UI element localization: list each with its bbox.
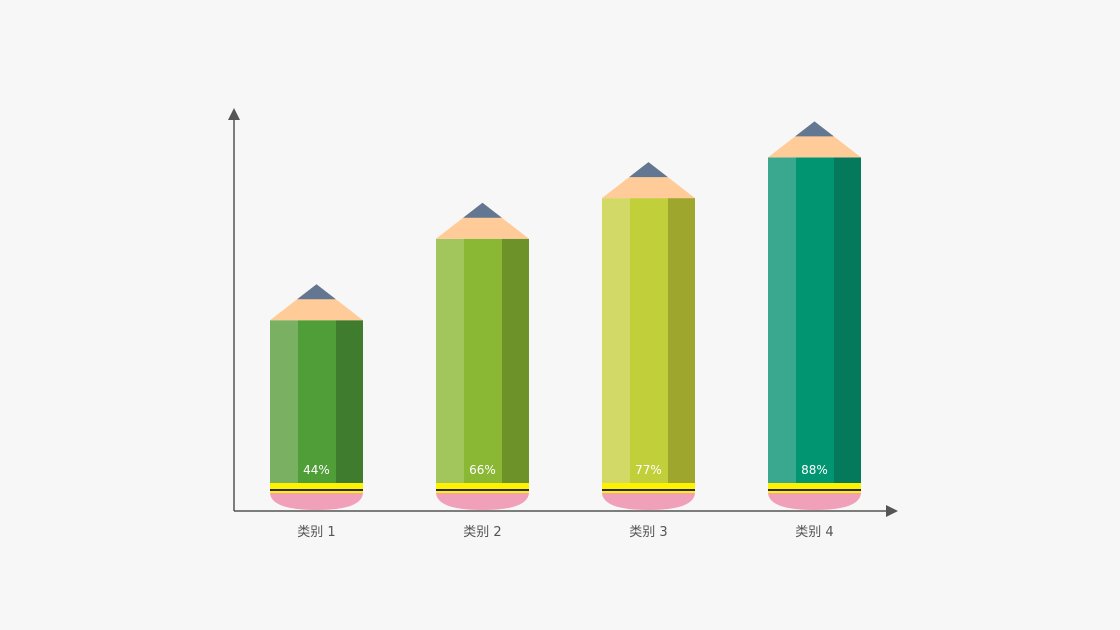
pencil-ferrule-lower bbox=[768, 491, 861, 493]
data-label: 88% bbox=[801, 463, 828, 477]
pencil-bar bbox=[270, 284, 363, 510]
pencil-body-dark bbox=[668, 198, 695, 483]
pencil-tip-wood bbox=[270, 284, 363, 321]
x-tick-label: 类别 4 bbox=[795, 525, 833, 540]
pencil-bar bbox=[768, 121, 861, 510]
data-label: 66% bbox=[469, 463, 496, 477]
pencil-ferrule-band bbox=[270, 489, 363, 491]
x-tick-label: 类别 3 bbox=[629, 525, 667, 540]
pencil-ferrule-band bbox=[768, 489, 861, 491]
pencil-ferrule-band bbox=[436, 489, 529, 491]
pencil-tip-graphite bbox=[629, 162, 668, 178]
pencil-body-mid bbox=[464, 238, 502, 483]
pencil-body-dark bbox=[834, 157, 861, 483]
pencil-ferrule bbox=[270, 483, 363, 489]
pencil-body-light bbox=[602, 198, 630, 483]
pencil-eraser bbox=[270, 492, 363, 510]
pencil-ferrule-lower bbox=[602, 491, 695, 493]
pencil-tip-wood bbox=[436, 202, 529, 239]
y-axis-arrow bbox=[228, 108, 240, 120]
pencil-body-mid bbox=[630, 198, 668, 483]
pencil-tip-graphite bbox=[297, 284, 336, 300]
pencil-body-light bbox=[436, 238, 464, 483]
labels-layer: 44% 类别 1 66% 类别 2 77% 类别 3 88% 类别 4 bbox=[297, 463, 833, 540]
pencil-tip-wood bbox=[768, 121, 861, 158]
axes-layer bbox=[228, 108, 898, 517]
pencil-tip-graphite bbox=[463, 202, 502, 218]
pencil-ferrule bbox=[436, 483, 529, 489]
pencil-eraser bbox=[602, 492, 695, 510]
pencil-ferrule bbox=[602, 483, 695, 489]
pencil-ferrule-lower bbox=[436, 491, 529, 493]
x-tick-label: 类别 2 bbox=[463, 525, 501, 540]
pencil-tip-graphite bbox=[795, 121, 834, 137]
bars-layer bbox=[270, 121, 861, 510]
pencil-ferrule-lower bbox=[270, 491, 363, 493]
data-label: 44% bbox=[303, 463, 330, 477]
pencil-bar bbox=[602, 162, 695, 510]
pencil-eraser bbox=[768, 492, 861, 510]
pencil-body-mid bbox=[298, 320, 336, 483]
pencil-body-light bbox=[768, 157, 796, 483]
pencil-ferrule bbox=[768, 483, 861, 489]
x-axis-arrow bbox=[886, 505, 898, 517]
pencil-bar bbox=[436, 202, 529, 510]
pencil-tip-wood bbox=[602, 162, 695, 199]
pencil-body-dark bbox=[336, 320, 363, 483]
pencil-body-dark bbox=[502, 238, 529, 483]
pencil-body-light bbox=[270, 320, 298, 483]
pencil-body-mid bbox=[796, 157, 834, 483]
data-label: 77% bbox=[635, 463, 662, 477]
x-tick-label: 类别 1 bbox=[297, 525, 335, 540]
pencil-eraser bbox=[436, 492, 529, 510]
pencil-ferrule-band bbox=[602, 489, 695, 491]
